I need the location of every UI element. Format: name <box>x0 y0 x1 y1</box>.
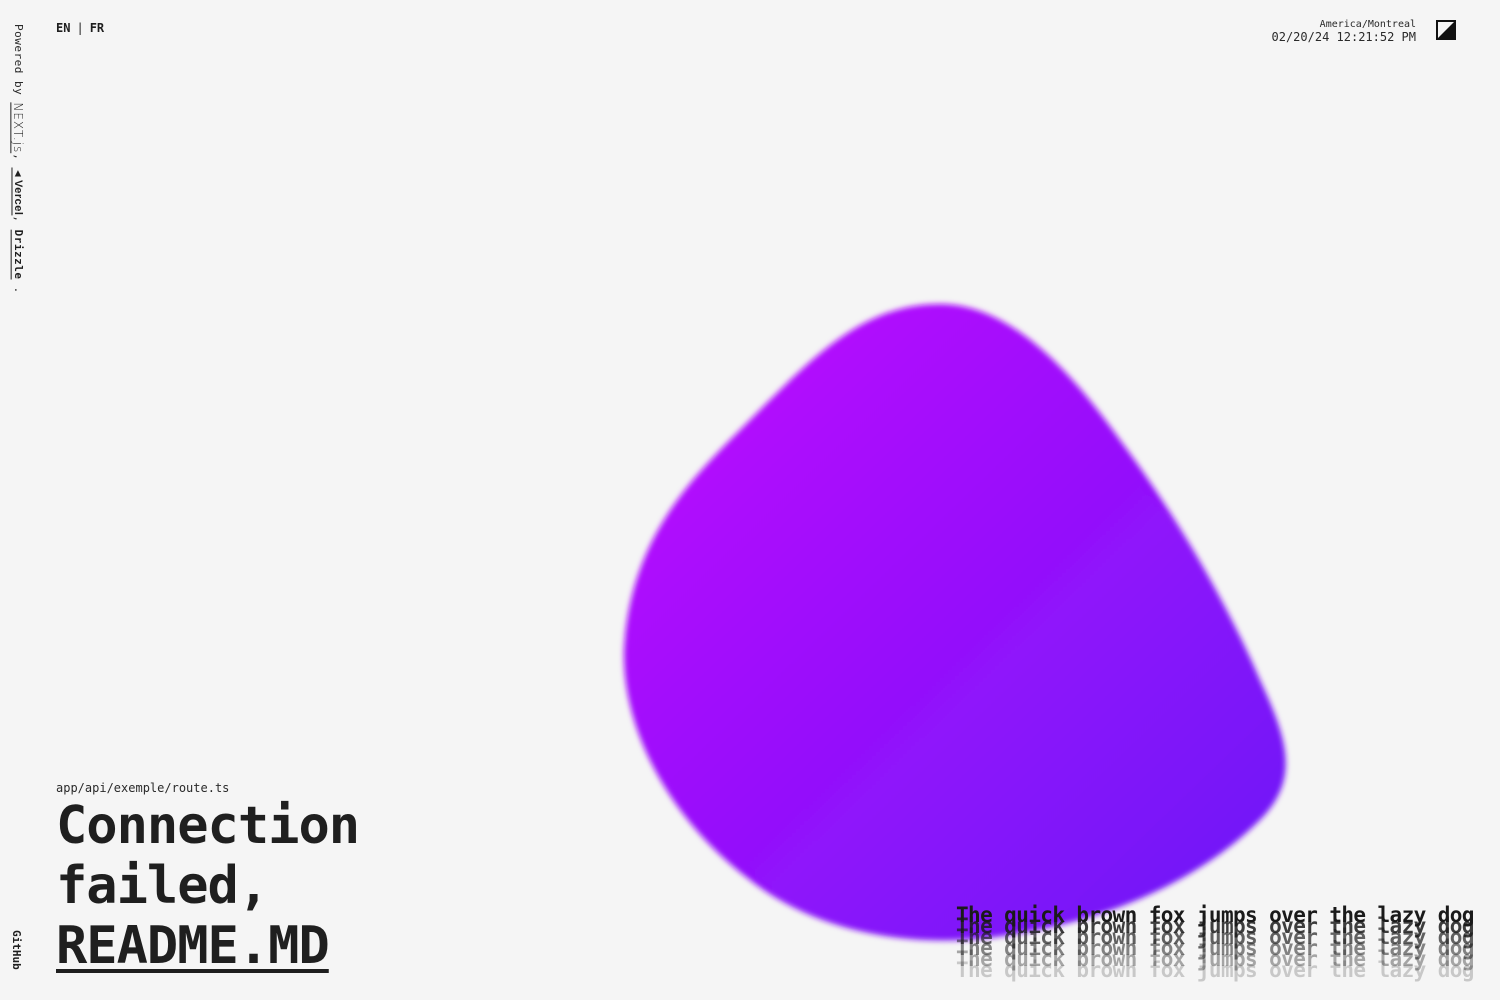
headline-line-2: failed, <box>56 856 269 916</box>
rail-period: . <box>12 286 25 294</box>
lang-separator: | <box>76 21 84 35</box>
powered-by-label: Powered by <box>12 24 25 96</box>
quote-line: The quick brown fox jumps over the lazy … <box>956 947 1474 971</box>
error-headline: Connection failed, README.MD <box>56 796 360 976</box>
quote-line: The quick brown fox jumps over the lazy … <box>956 903 1474 927</box>
gradient-blob <box>560 260 1360 1000</box>
quote-line: The quick brown fox jumps over the lazy … <box>956 914 1474 938</box>
rail-comma: , <box>12 215 25 223</box>
lang-fr-button[interactable]: FR <box>89 21 105 35</box>
theme-toggle-button[interactable] <box>1436 20 1456 40</box>
quote-stack: The quick brown fox jumps over the lazy … <box>956 903 1486 993</box>
headline-line-1: Connection <box>56 796 360 856</box>
drizzle-link[interactable]: Drizzle <box>12 229 25 280</box>
blob-shape <box>623 304 1286 941</box>
vercel-link[interactable]: ▲Vercel <box>12 167 24 216</box>
clock: America/Montreal 02/20/24 12:21:52 PM <box>1272 19 1417 43</box>
readme-link[interactable]: README.MD <box>56 916 330 976</box>
powered-by-rail: Powered by NEXT.js, ▲Vercel, Drizzle . <box>10 24 26 294</box>
contrast-half-icon <box>1436 20 1456 40</box>
blob-svg <box>623 304 1286 941</box>
clock-timezone: America/Montreal <box>1319 19 1416 30</box>
github-link[interactable]: GitHub <box>10 930 23 970</box>
nextjs-link[interactable]: NEXT.js <box>11 102 25 154</box>
rail-comma: , <box>12 153 25 161</box>
quote-line: The quick brown fox jumps over the lazy … <box>956 958 1474 982</box>
clock-datetime: 02/20/24 12:21:52 PM <box>1271 30 1417 44</box>
language-switch: EN | FR <box>56 21 104 35</box>
lang-en-button[interactable]: EN <box>56 21 71 35</box>
quote-line: The quick brown fox jumps over the lazy … <box>956 936 1474 960</box>
route-path: app/api/exemple/route.ts <box>56 781 230 795</box>
quote-line: The quick brown fox jumps over the lazy … <box>956 925 1474 949</box>
